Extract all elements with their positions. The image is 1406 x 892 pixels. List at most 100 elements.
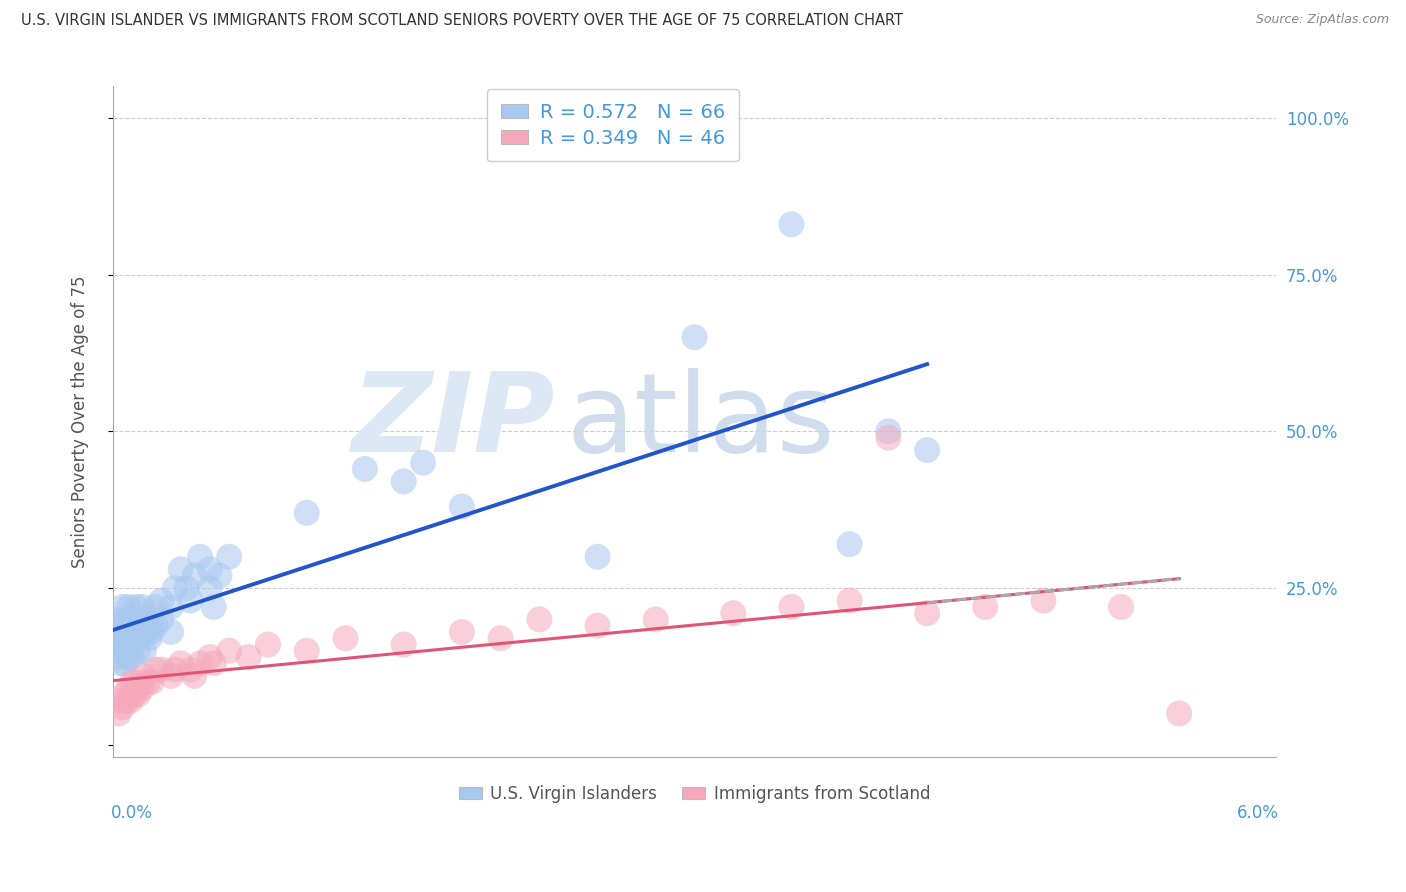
Point [188,657,211,671]
Point [915,443,938,458]
Point [141,624,163,639]
Text: ZIP: ZIP [352,368,555,475]
Point [723,606,745,620]
Point [160,669,183,683]
Y-axis label: Seniors Poverty Over the Age of 75: Seniors Poverty Over the Age of 75 [72,276,89,568]
Point [179,663,201,677]
Point [183,568,205,582]
Point [114,624,136,639]
Point [208,568,231,582]
Point [198,581,221,595]
Point [198,562,221,576]
Point [114,657,136,671]
Point [125,599,148,614]
Point [202,599,225,614]
Point [131,624,153,639]
Point [121,632,143,646]
Point [115,644,138,658]
Point [141,612,163,626]
Point [877,425,900,439]
Point [131,681,153,696]
Point [132,669,155,683]
Point [176,581,198,595]
Point [877,431,900,445]
Point [127,644,149,658]
Point [107,612,129,626]
Point [198,650,221,665]
Point [1032,593,1054,607]
Point [150,593,173,607]
Legend: U.S. Virgin Islanders, Immigrants from Scotland: U.S. Virgin Islanders, Immigrants from S… [451,778,936,809]
Text: atlas: atlas [567,368,835,475]
Point [780,599,803,614]
Point [145,618,167,632]
Point [121,675,143,690]
Point [160,624,183,639]
Point [125,681,148,696]
Point [915,606,938,620]
Point [183,669,205,683]
Point [170,562,193,576]
Point [392,638,415,652]
Point [838,537,860,551]
Point [122,688,145,702]
Point [1168,706,1191,721]
Point [132,644,155,658]
Point [586,549,609,564]
Point [145,599,167,614]
Text: 0.0%: 0.0% [111,805,152,822]
Point [120,638,142,652]
Point [141,675,163,690]
Point [111,644,134,658]
Point [117,650,139,665]
Point [117,599,139,614]
Point [150,663,173,677]
Point [644,612,666,626]
Text: Source: ZipAtlas.com: Source: ZipAtlas.com [1256,13,1389,27]
Point [136,675,159,690]
Point [115,694,138,708]
Text: U.S. VIRGIN ISLANDER VS IMMIGRANTS FROM SCOTLAND SENIORS POVERTY OVER THE AGE OF: U.S. VIRGIN ISLANDER VS IMMIGRANTS FROM … [21,13,903,29]
Point [170,657,193,671]
Point [838,593,860,607]
Point [392,475,415,489]
Text: 6.0%: 6.0% [1236,805,1278,822]
Point [107,706,129,721]
Point [188,549,211,564]
Point [110,618,132,632]
Point [132,618,155,632]
Point [111,624,134,639]
Point [129,612,152,626]
Point [120,694,142,708]
Point [121,650,143,665]
Point [683,330,706,344]
Point [202,657,225,671]
Point [150,612,173,626]
Point [295,644,318,658]
Point [218,549,240,564]
Point [354,462,377,476]
Point [163,581,186,595]
Point [111,599,134,614]
Point [529,612,551,626]
Point [131,599,153,614]
Point [127,618,149,632]
Point [111,700,134,714]
Point [117,632,139,646]
Point [145,663,167,677]
Point [121,612,143,626]
Point [110,694,132,708]
Point [238,650,260,665]
Point [450,624,472,639]
Point [179,593,201,607]
Point [114,688,136,702]
Point [135,612,157,626]
Point [129,675,152,690]
Point [138,632,160,646]
Point [974,599,997,614]
Point [335,632,357,646]
Point [127,688,149,702]
Point [117,681,139,696]
Point [105,632,128,646]
Point [586,618,609,632]
